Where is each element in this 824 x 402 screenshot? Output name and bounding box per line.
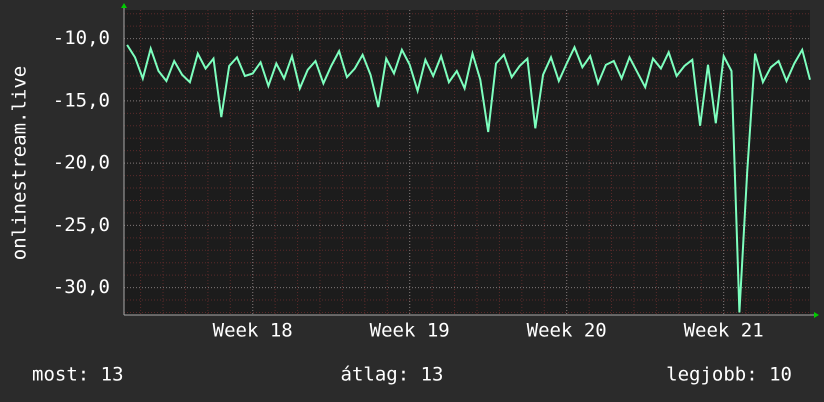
y-axis-label: onlinestream.live (9, 66, 31, 260)
y-tick-label: -20,0 (53, 152, 110, 174)
y-tick-label: -15,0 (53, 89, 110, 111)
plot-area (124, 10, 810, 315)
x-tick-label: Week 21 (684, 320, 764, 342)
y-tick-label: -30,0 (53, 276, 110, 298)
x-tick-label: Week 20 (527, 320, 607, 342)
x-tick-label: Week 18 (213, 320, 293, 342)
x-axis-arrow (814, 312, 819, 318)
footer-average: átlag: 13 (341, 364, 444, 386)
y-tick-label: -25,0 (53, 214, 110, 236)
y-tick-label: -10,0 (53, 27, 110, 49)
x-tick-label: Week 19 (370, 320, 450, 342)
y-axis-arrow (121, 3, 127, 8)
series-line (126, 44, 811, 313)
footer-current: most: 13 (32, 364, 124, 386)
footer-best: legjobb: 10 (666, 364, 792, 386)
grid (124, 10, 810, 315)
